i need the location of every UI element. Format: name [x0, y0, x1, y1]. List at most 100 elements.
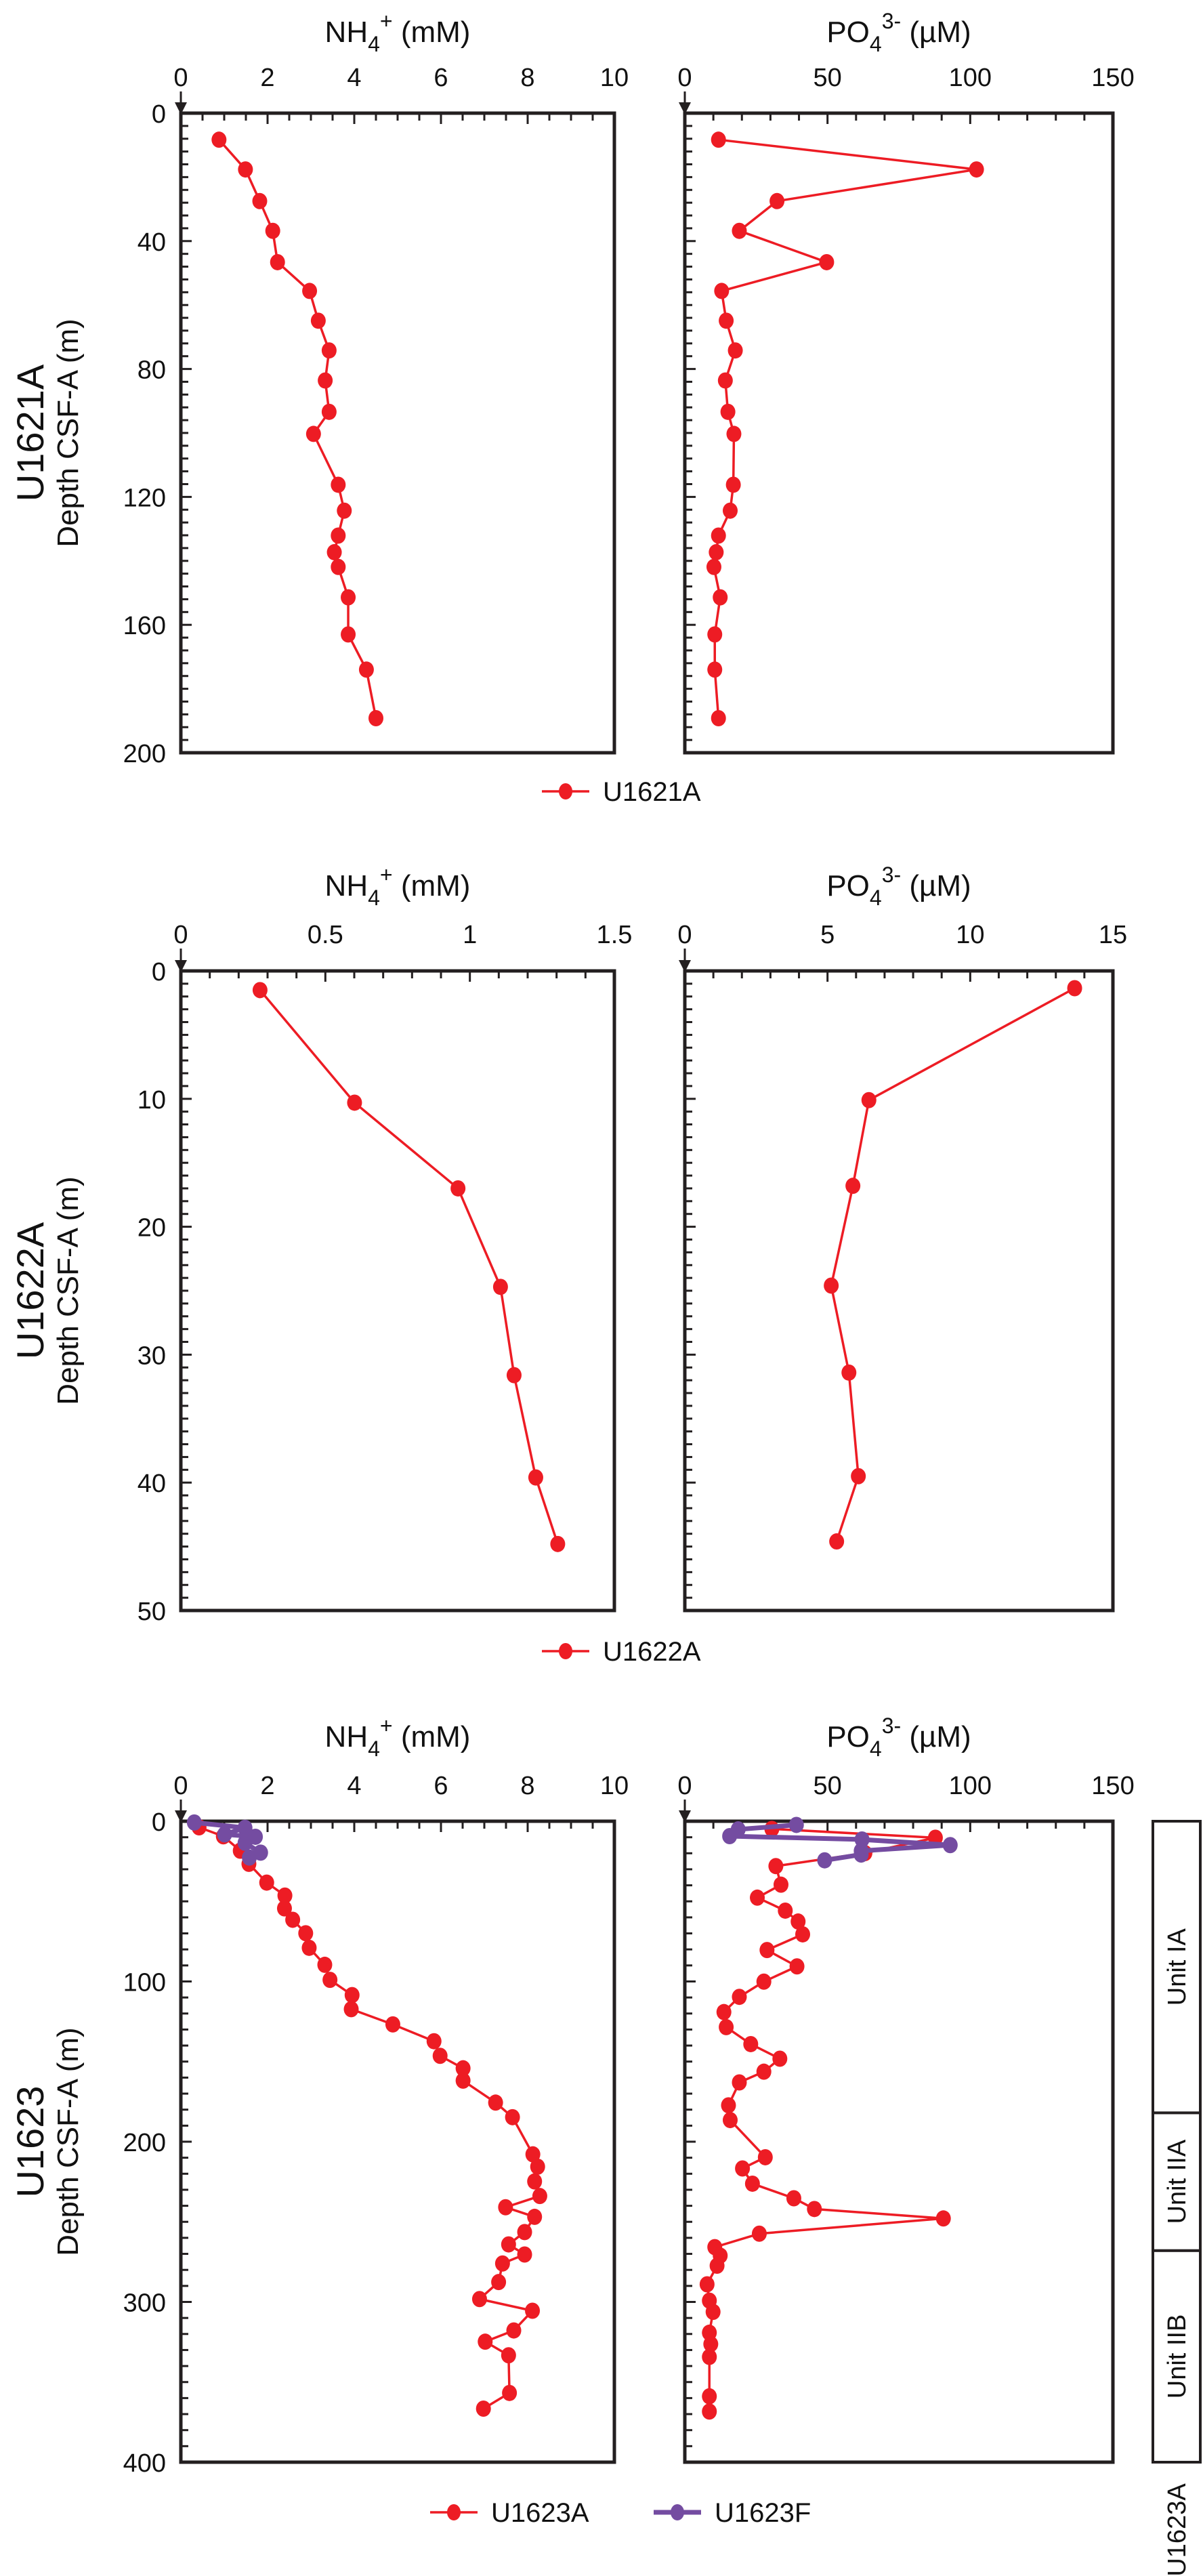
data-point-u1621a: [732, 222, 747, 239]
x-tick-label: 0: [173, 921, 188, 949]
data-point-u1621a: [725, 476, 741, 493]
data-point-u1622a: [824, 1277, 839, 1294]
legend-label: U1622A: [603, 1637, 701, 1667]
data-point-u1621a: [819, 253, 835, 270]
data-point-u1623a: [432, 2048, 448, 2064]
data-point-u1623f: [237, 1819, 253, 1836]
data-point-u1621a: [709, 544, 724, 561]
axis-title-unit: (mM): [393, 869, 471, 902]
data-point-u1623a: [795, 1926, 811, 1943]
plot-frame: [683, 111, 1115, 755]
site-label: U1622A: [9, 1222, 51, 1359]
x-tick-label: 1: [463, 921, 477, 949]
y-tick-label: 200: [123, 740, 166, 768]
data-point-u1623a: [301, 1939, 317, 1956]
data-point-u1621a: [321, 342, 337, 359]
data-point-u1623a: [298, 1925, 314, 1942]
data-point-u1623a: [525, 2146, 541, 2163]
data-point-u1623a: [721, 2097, 736, 2114]
data-point-u1621a: [265, 222, 280, 239]
data-point-u1623a: [759, 1942, 775, 1959]
axis-title-main: NH: [325, 16, 368, 49]
plot-frame: [683, 969, 1115, 1613]
data-point-u1621a: [270, 253, 285, 270]
axis-title-subscript: 4: [368, 886, 380, 910]
data-point-u1622a: [861, 1092, 877, 1108]
data-point-u1623a: [502, 2384, 518, 2401]
data-point-u1623a: [716, 2003, 732, 2020]
zero-arrow-icon: [175, 102, 187, 115]
y-tick-label: 50: [138, 1598, 166, 1626]
data-point-u1623a: [772, 2050, 788, 2067]
legend: U1621A: [542, 777, 701, 807]
data-point-u1623f: [853, 1846, 869, 1863]
data-point-u1623a: [744, 2175, 760, 2192]
axis-title-main: NH: [325, 869, 368, 902]
data-point-u1621a: [211, 131, 227, 148]
data-point-u1623a: [501, 2236, 516, 2253]
x-tick-label: 10: [956, 921, 984, 949]
data-point-u1623a: [699, 2276, 715, 2293]
data-point-u1623a: [455, 2072, 471, 2089]
data-point-u1623a: [530, 2158, 545, 2175]
site-label: U1621A: [9, 364, 51, 501]
data-point-u1621a: [252, 192, 268, 209]
data-point-u1621a: [706, 558, 721, 575]
legend-label: U1621A: [603, 777, 701, 807]
data-point-u1621a: [714, 283, 730, 299]
data-point-u1623f: [242, 1849, 257, 1866]
axis-title-superscript: +: [380, 9, 393, 33]
y-tick-label: 200: [123, 2129, 166, 2157]
data-point-u1621a: [713, 589, 728, 606]
x-tick-label: 0.5: [308, 921, 343, 949]
data-point-u1623a: [743, 2035, 759, 2052]
data-point-u1623f: [788, 1816, 804, 1833]
data-point-u1623a: [778, 1902, 793, 1919]
x-tick-label: 1.5: [597, 921, 633, 949]
axis-title-subscript: 4: [870, 32, 882, 56]
data-point-u1623a: [277, 1887, 293, 1904]
x-tick-label: 100: [949, 1772, 992, 1800]
x-tick-label: 4: [347, 64, 361, 92]
x-tick-label: 8: [520, 64, 534, 92]
data-point-u1621a: [707, 626, 723, 643]
data-point-u1623a: [807, 2201, 822, 2218]
y-tick-label: 40: [138, 228, 166, 257]
plot-frame: [179, 111, 616, 755]
data-point-u1623a: [735, 2160, 751, 2177]
axis-title-superscript: +: [380, 1713, 393, 1738]
axis-title-superscript: +: [380, 863, 393, 887]
data-point-u1621a: [711, 527, 726, 544]
data-point-u1622a: [1067, 980, 1082, 997]
data-point-u1623a: [471, 2291, 487, 2308]
data-point-u1621a: [711, 131, 726, 148]
data-point-u1623a: [702, 2403, 717, 2420]
y-tick-label: 10: [138, 1086, 166, 1115]
data-point-u1623a: [259, 1874, 274, 1891]
axis-title-unit: (mM): [393, 16, 471, 49]
data-point-u1623a: [494, 2255, 510, 2272]
subplot-nh4: NH4+ (mM) 0 0.5 1 1.5 0 10 20 30 40 50: [138, 863, 633, 1626]
data-point-u1621a: [358, 661, 374, 678]
axis-title-subscript: 4: [368, 1737, 380, 1761]
data-point-u1623a: [322, 1972, 338, 1989]
x-tick-label: 15: [1099, 921, 1127, 949]
data-point-u1623a: [498, 2199, 513, 2216]
data-point-u1621a: [707, 661, 723, 678]
lithology-column: Unit IA Unit IIA Unit IIB U1623A: [1152, 1820, 1202, 2576]
y-tick-label: 0: [152, 1808, 166, 1837]
data-point-u1623f: [722, 1827, 738, 1844]
data-point-u1621a: [726, 425, 742, 442]
data-point-u1621a: [368, 710, 383, 727]
axis-title: PO43- (µM): [826, 9, 971, 56]
data-point-u1621a: [341, 626, 356, 643]
data-point-u1623a: [488, 2094, 503, 2111]
data-point-u1623a: [773, 1876, 788, 1893]
y-tick-label: 40: [138, 1470, 166, 1498]
data-point-u1623a: [491, 2274, 507, 2291]
data-point-u1623a: [702, 2388, 717, 2405]
data-point-u1623a: [702, 2348, 717, 2365]
series-line-u1623a: [706, 1827, 945, 2412]
series-line-u1623a: [198, 1826, 541, 2410]
